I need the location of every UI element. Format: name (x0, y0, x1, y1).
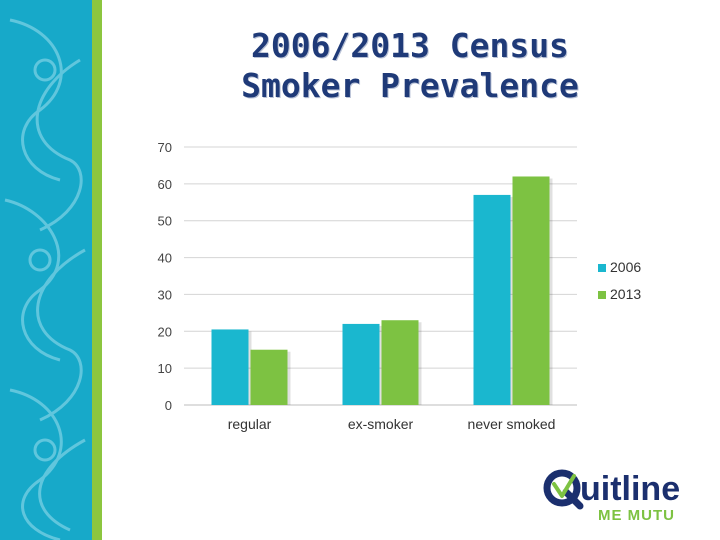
legend-swatch-2006 (598, 264, 606, 272)
legend-label-2006: 2006 (610, 259, 641, 275)
y-tick-label: 50 (158, 214, 172, 229)
bar-2006-never-smoked (473, 194, 511, 405)
y-tick-label: 40 (158, 251, 172, 266)
title-line-2: Smoker Prevalence (241, 66, 579, 105)
title-line-1: 2006/2013 Census (251, 26, 569, 65)
bar-2013-regular (250, 349, 288, 405)
y-tick-label: 0 (165, 398, 172, 413)
decorative-side-band (0, 0, 92, 540)
decorative-side-stripe (92, 0, 102, 540)
legend-label-2013: 2013 (610, 286, 641, 302)
logo-brand-main: uitline (580, 470, 680, 508)
slide-title: 2006/2013 Census Smoker Prevalence (170, 26, 650, 106)
logo-q-icon (543, 469, 584, 510)
koru-pattern (4, 18, 86, 540)
logo-brand-sub: ME MUTU (598, 507, 675, 524)
y-tick-label: 30 (158, 287, 172, 302)
y-tick-label: 20 (158, 324, 172, 339)
y-tick-label: 70 (158, 140, 172, 155)
bar-2013-ex-smoker (381, 320, 419, 405)
x-tick-label: regular (228, 416, 272, 432)
bar-2006-regular (211, 329, 249, 405)
x-tick-label: ex-smoker (348, 416, 414, 432)
quitline-logo: uitline ME MUTU (543, 469, 680, 524)
y-tick-label: 60 (158, 177, 172, 192)
y-tick-label: 10 (158, 361, 172, 376)
bar-chart: 0 10 20 30 40 50 60 70 regular ex-smoker never smo… (158, 140, 642, 432)
bar-2013-never-smoked (512, 176, 550, 405)
legend-swatch-2013 (598, 291, 606, 299)
x-tick-label: never smoked (468, 416, 556, 432)
bar-2006-ex-smoker (342, 323, 380, 405)
